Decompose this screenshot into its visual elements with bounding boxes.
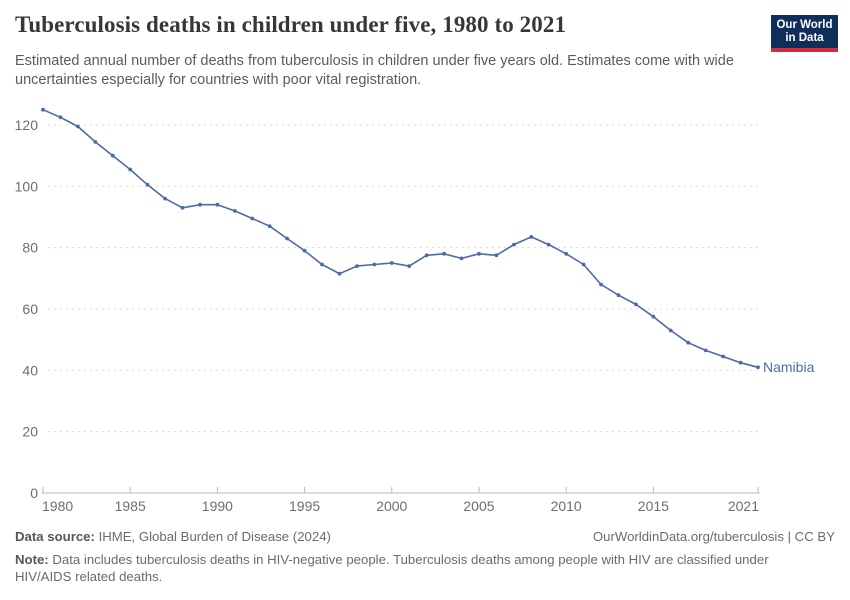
data-point <box>163 196 168 201</box>
x-axis-label: 1995 <box>289 498 320 514</box>
data-point <box>389 261 394 265</box>
data-point <box>668 328 673 333</box>
series-end-label: Namibia <box>763 359 815 375</box>
data-point <box>372 262 377 267</box>
data-point <box>93 140 98 144</box>
data-point <box>546 242 551 247</box>
data-point <box>110 153 115 158</box>
x-axis-label: 1985 <box>115 498 146 514</box>
data-point <box>58 115 63 120</box>
data-point <box>529 235 534 239</box>
page-title: Tuberculosis deaths in children under fi… <box>15 12 567 37</box>
data-point <box>302 248 307 253</box>
y-axis-label: 120 <box>15 117 39 133</box>
data-point <box>442 251 446 256</box>
data-point <box>320 262 324 267</box>
x-axis-label: 2000 <box>376 498 407 514</box>
x-axis-label: 2015 <box>638 498 669 514</box>
y-axis-label: 40 <box>22 362 38 378</box>
data-source-label: Data source: <box>15 529 95 544</box>
data-point <box>564 251 569 256</box>
data-point <box>76 124 80 129</box>
owid-logo-line2: in Data <box>785 32 824 44</box>
data-point <box>512 242 516 247</box>
owid-logo: Our World in Data <box>771 15 838 52</box>
data-point <box>459 256 464 261</box>
y-axis-label: 0 <box>30 485 38 501</box>
y-axis-label: 100 <box>15 178 39 194</box>
data-point <box>756 365 760 370</box>
data-point <box>651 314 656 319</box>
note-line: Note: Data includes tuberculosis deaths … <box>15 551 821 585</box>
data-point <box>494 253 499 258</box>
data-source-line: Data source: IHME, Global Burden of Dise… <box>15 529 331 544</box>
data-point <box>128 167 133 172</box>
chart-footer: Data source: IHME, Global Burden of Dise… <box>15 529 835 585</box>
x-axis-label: 2005 <box>463 498 494 514</box>
x-axis-label: 1980 <box>42 498 73 514</box>
data-point <box>355 264 359 268</box>
data-point <box>738 360 743 365</box>
license-text: OurWorldinData.org/tuberculosis | CC BY <box>592 529 835 544</box>
data-point <box>599 282 603 287</box>
y-axis-label: 60 <box>22 301 38 317</box>
trend-line <box>42 108 759 369</box>
data-point <box>581 262 586 267</box>
data-point <box>703 348 708 353</box>
data-point <box>267 224 272 229</box>
data-point <box>215 202 220 207</box>
x-axis-label: 1990 <box>202 498 233 514</box>
y-axis-label: 80 <box>22 240 38 256</box>
owid-logo-line1: Our World <box>776 19 833 31</box>
data-source-text: IHME, Global Burden of Disease (2024) <box>98 529 331 544</box>
data-point <box>424 253 429 258</box>
line-chart: 0 20 40 60 80 100 120 1980 1985 1990 1995 2000 2005 2… <box>15 107 815 514</box>
data-point <box>232 209 237 213</box>
x-axis-label: 2021 <box>728 498 759 514</box>
note-text: Data includes tuberculosis deaths in HIV… <box>15 552 769 585</box>
data-point <box>41 107 45 112</box>
data-point <box>337 271 342 276</box>
data-point <box>180 205 185 210</box>
data-point <box>721 354 725 359</box>
data-point <box>634 302 638 307</box>
data-point <box>198 202 202 207</box>
data-point <box>145 182 150 187</box>
y-axis-label: 20 <box>22 424 38 440</box>
data-point <box>407 264 412 268</box>
chart-subtitle: Estimated annual number of deaths from t… <box>15 53 734 89</box>
x-axis-label: 2010 <box>551 498 582 514</box>
note-label: Note: <box>15 552 49 567</box>
data-point <box>250 216 255 221</box>
data-point <box>686 340 691 345</box>
data-point <box>285 236 289 241</box>
data-point <box>477 251 481 256</box>
data-point <box>616 293 621 298</box>
